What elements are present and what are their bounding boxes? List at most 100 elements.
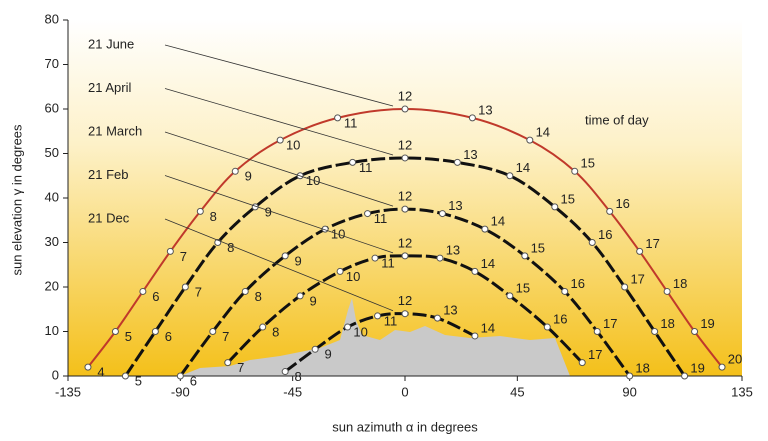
hour-marker — [121, 372, 129, 380]
hour-marker — [691, 328, 699, 335]
hour-marker — [166, 247, 174, 255]
hour-marker — [571, 167, 579, 175]
hour-marker — [344, 323, 352, 331]
hour-label: 16 — [571, 276, 585, 291]
x-tick-label: -135 — [55, 384, 81, 399]
hour-marker — [651, 328, 659, 335]
hour-label: 19 — [700, 316, 714, 331]
hour-label: 11 — [374, 211, 388, 226]
series-line — [226, 254, 584, 364]
hour-label: 8 — [272, 324, 279, 339]
hour-marker — [151, 328, 159, 335]
x-tick-label: 45 — [510, 384, 524, 399]
hour-label: 4 — [97, 365, 104, 380]
leader-line — [164, 175, 394, 254]
hour-marker — [281, 368, 289, 376]
hour-label: 14 — [491, 214, 505, 229]
hour-label: 6 — [152, 289, 159, 304]
hour-label: 9 — [265, 204, 272, 219]
hour-marker — [281, 252, 289, 260]
hour-label: 16 — [598, 227, 612, 242]
hour-marker — [681, 372, 689, 380]
hour-marker — [231, 167, 239, 175]
hour-marker — [196, 207, 204, 215]
hour-marker — [606, 207, 614, 215]
hour-marker — [84, 363, 92, 371]
hour-label: 15 — [516, 280, 530, 295]
hour-marker — [543, 323, 551, 331]
hour-label: 11 — [384, 313, 398, 328]
hour-label: 15 — [531, 240, 545, 255]
hour-label: 7 — [195, 284, 202, 299]
hour-label: 7 — [180, 249, 187, 264]
legend-label: 21 March — [88, 123, 142, 138]
hour-label: 12 — [398, 235, 412, 250]
hour-label: 11 — [381, 256, 395, 271]
hour-marker — [374, 312, 382, 320]
hour-marker — [276, 136, 284, 144]
hour-marker — [636, 247, 644, 255]
hour-label: 6 — [190, 373, 197, 388]
hour-label: 14 — [536, 125, 550, 140]
hour-marker — [578, 359, 586, 367]
y-tick-label: 50 — [45, 145, 59, 160]
annotation: time of day — [585, 112, 649, 127]
hour-marker — [296, 292, 304, 300]
hour-marker — [401, 252, 409, 260]
hour-marker — [224, 359, 232, 367]
hour-label: 8 — [255, 289, 262, 304]
hour-label: 17 — [588, 347, 602, 362]
hour-label: 13 — [478, 102, 492, 117]
hour-marker — [364, 210, 372, 218]
hour-label: 18 — [635, 360, 649, 375]
hour-marker — [334, 114, 342, 122]
hour-label: 10 — [306, 173, 320, 188]
hour-label: 17 — [630, 271, 644, 286]
hour-marker — [471, 267, 479, 275]
hour-label: 12 — [398, 88, 412, 103]
x-tick-label: -90 — [171, 384, 190, 399]
hour-label: 14 — [481, 256, 495, 271]
legend-label: 21 June — [88, 36, 134, 51]
legend-label: 21 Feb — [88, 167, 128, 182]
x-axis-label: sun azimuth α in degrees — [332, 419, 478, 434]
hour-label: 7 — [237, 360, 244, 375]
hour-label: 9 — [325, 347, 332, 362]
leader-line — [164, 131, 394, 207]
hour-marker — [526, 136, 534, 144]
hour-label: 11 — [344, 115, 358, 130]
hour-label: 8 — [210, 209, 217, 224]
y-tick-label: 40 — [45, 189, 59, 204]
hour-marker — [588, 239, 596, 246]
hour-label: 10 — [346, 269, 360, 284]
hour-marker — [401, 105, 409, 113]
hour-marker — [176, 372, 184, 380]
hour-label: 16 — [615, 196, 629, 211]
hour-label: 5 — [135, 373, 142, 388]
hour-label: 18 — [673, 276, 687, 291]
legend-label: 21 Dec — [88, 210, 130, 225]
hour-label: 10 — [286, 138, 300, 153]
hour-label: 17 — [645, 236, 659, 251]
skyline — [180, 298, 570, 376]
hour-marker — [506, 292, 514, 300]
hour-marker — [401, 205, 409, 213]
hour-label: 18 — [660, 316, 674, 331]
hour-marker — [433, 314, 441, 322]
hour-label: 17 — [603, 316, 617, 331]
hour-label: 12 — [398, 137, 412, 152]
hour-marker — [718, 363, 726, 371]
y-tick-label: 30 — [45, 234, 59, 249]
hour-marker — [241, 287, 249, 295]
hour-marker — [349, 158, 357, 166]
hour-label: 20 — [728, 352, 742, 367]
hour-marker — [663, 287, 671, 295]
hour-label: 9 — [310, 293, 317, 308]
hour-marker — [551, 203, 559, 211]
hour-label: 9 — [245, 169, 252, 184]
hour-marker — [521, 252, 529, 260]
hour-label: 8 — [295, 369, 302, 384]
legend-label: 21 April — [88, 80, 131, 95]
hour-label: 16 — [553, 311, 567, 326]
hour-marker — [336, 267, 344, 275]
